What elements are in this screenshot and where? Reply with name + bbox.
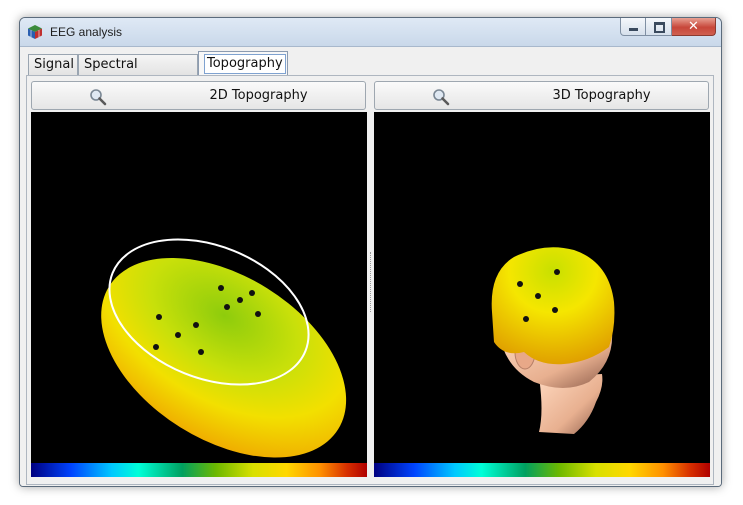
cube-icon <box>28 25 42 39</box>
2d-topography-viewport[interactable] <box>31 112 367 477</box>
view-splitter[interactable] <box>367 112 374 477</box>
3d-head-model <box>491 247 615 434</box>
electrodes <box>153 285 261 355</box>
minimize-button[interactable] <box>620 18 646 36</box>
window-title: EEG analysis <box>50 25 123 39</box>
tab-label: Topography <box>204 54 286 74</box>
2d-topography-map <box>101 238 347 458</box>
tab-spectral-analysis[interactable]: Spectral analysis <box>78 54 198 92</box>
tab-signal[interactable]: Signal <box>28 54 78 75</box>
2d-topography-button[interactable]: 2D Topography <box>31 81 366 110</box>
window-controls: ✕ <box>620 18 716 38</box>
colorbar <box>374 463 710 477</box>
3d-topography-button[interactable]: 3D Topography <box>374 81 709 110</box>
colorbar <box>31 463 367 477</box>
head-outline <box>108 238 310 386</box>
3d-topography-label: 3D Topography <box>552 88 651 103</box>
magnifier-icon <box>433 89 450 106</box>
3d-topography-viewport[interactable] <box>374 112 710 477</box>
magnifier-icon <box>90 89 107 106</box>
close-icon: ✕ <box>688 19 699 34</box>
topography-pane: 2D Topography 3D Topography <box>26 75 714 485</box>
maximize-icon <box>654 22 665 33</box>
electrodes-3d <box>517 269 560 322</box>
splitter-grip <box>370 252 372 312</box>
maximize-button[interactable] <box>646 18 672 36</box>
tab-label: Signal <box>34 57 74 72</box>
app-window: EEG analysis ✕ Signal Spectral analysis … <box>19 17 722 487</box>
main-content: Signal Spectral analysis Topography 2D T… <box>20 47 721 486</box>
scalp-cap <box>491 247 615 365</box>
neck <box>539 374 603 434</box>
tab-topography[interactable]: Topography <box>198 51 288 75</box>
scalp-map <box>101 257 347 458</box>
2d-topography-label: 2D Topography <box>209 88 308 103</box>
close-button[interactable]: ✕ <box>672 18 716 36</box>
title-bar[interactable]: EEG analysis ✕ <box>20 18 721 47</box>
minimize-icon <box>629 28 638 31</box>
